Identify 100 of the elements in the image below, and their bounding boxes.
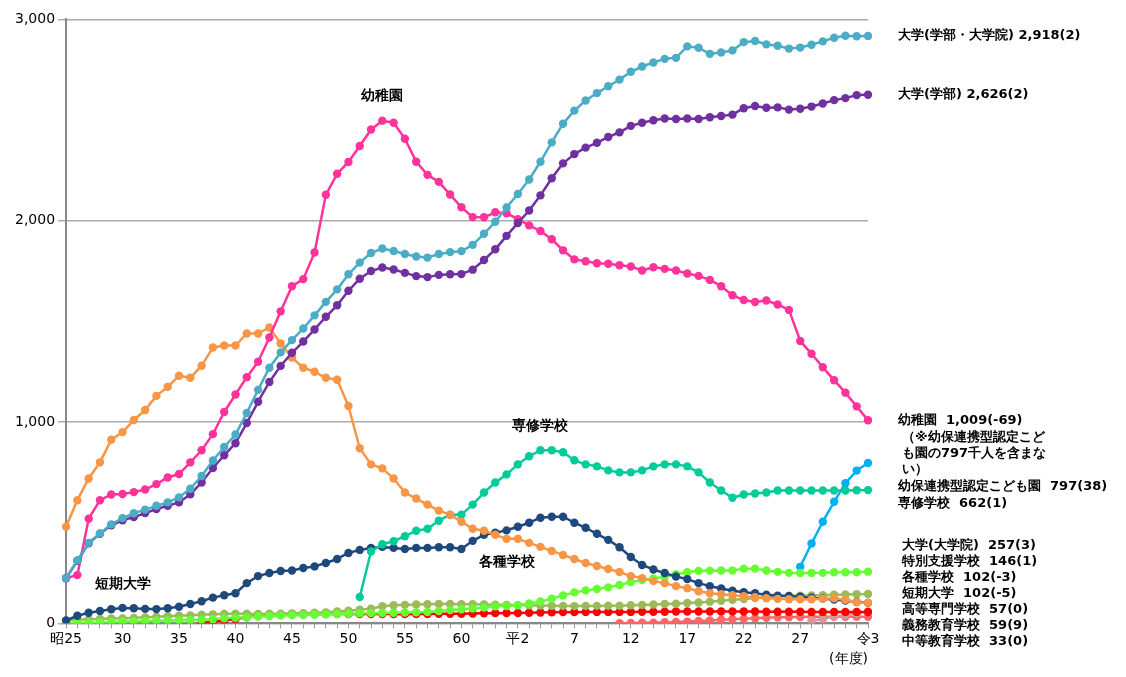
series-label: 各種学校 <box>477 553 536 570</box>
point <box>615 468 624 477</box>
y-tick-label: 1,000 <box>14 412 56 429</box>
text: 短期大学 102(-5) <box>901 584 1017 600</box>
text: 中等教育学校 33(0) <box>902 632 1029 648</box>
point <box>366 547 376 556</box>
point <box>491 478 500 487</box>
point <box>716 615 726 624</box>
x-tick-label: 60 <box>452 630 471 647</box>
annotation: 幼稚園 1,009(-69) <box>897 411 1023 427</box>
x-tick-label: 40 <box>226 630 245 647</box>
point <box>705 616 715 624</box>
point <box>739 607 748 616</box>
x-tick-label: 55 <box>396 630 414 647</box>
text: 義務教育学校 59(9) <box>901 616 1029 632</box>
point <box>592 462 602 471</box>
point <box>705 607 715 616</box>
point <box>739 614 748 623</box>
point <box>457 510 466 519</box>
annotation: 大学(学部) 2,626(2) <box>898 86 1029 102</box>
point <box>796 486 805 495</box>
point <box>728 493 737 502</box>
x-tick-label: 12 <box>621 630 640 647</box>
point <box>829 497 839 506</box>
point <box>852 466 861 475</box>
point <box>502 470 511 479</box>
point <box>863 458 873 468</box>
x-tick-label: 平2 <box>506 630 530 647</box>
point <box>716 607 726 616</box>
point <box>468 500 477 509</box>
point <box>524 608 534 617</box>
point <box>796 607 805 616</box>
x-tick-label: 7 <box>569 630 579 647</box>
point <box>728 614 737 624</box>
point <box>513 608 523 618</box>
point <box>479 488 489 497</box>
point <box>841 486 850 495</box>
point <box>829 486 839 495</box>
series-label: 専修学校 <box>511 416 570 433</box>
point <box>536 608 545 617</box>
text: （※幼保連携型認定こども園の797千人を含まない） <box>902 428 1047 476</box>
y-tick-label: 2,000 <box>14 211 56 228</box>
point <box>807 616 816 624</box>
text: 高等専門学校 57(0) <box>902 600 1029 616</box>
series-label: 幼稚園 <box>360 87 404 104</box>
point <box>660 617 669 624</box>
point <box>773 607 782 616</box>
text: 特別支援学校 146(1) <box>901 552 1038 568</box>
point <box>852 486 861 495</box>
annotation: 大学(学部・大学院) 2,918(2) <box>898 27 1081 43</box>
point <box>694 468 703 477</box>
point <box>581 460 590 469</box>
point <box>513 460 523 469</box>
point <box>671 607 681 616</box>
point <box>841 479 850 488</box>
point <box>694 607 703 616</box>
x-tick-label: 22 <box>734 630 753 647</box>
point <box>671 460 681 469</box>
point <box>570 456 579 465</box>
point <box>423 524 432 533</box>
y-tick-label: 3,000 <box>14 10 56 27</box>
point <box>547 446 556 455</box>
point <box>829 607 839 617</box>
point <box>818 486 828 495</box>
point <box>807 539 816 548</box>
point <box>536 446 545 455</box>
annotation: 幼保連携型認定こども園 797(38) <box>897 477 1108 493</box>
point <box>604 466 613 475</box>
point <box>784 607 794 616</box>
point <box>524 452 534 461</box>
point <box>502 608 511 618</box>
point <box>784 486 794 495</box>
point <box>671 617 681 624</box>
x-tick-label: 50 <box>339 630 358 647</box>
annotation: 専修学校 662(1) <box>897 494 1008 510</box>
point <box>626 468 636 477</box>
point <box>807 607 816 617</box>
x-tick-label: 30 <box>113 630 132 647</box>
point <box>863 485 873 495</box>
x-tick-label: 17 <box>678 630 697 647</box>
point <box>818 517 828 526</box>
x-tick-label: 令3 <box>856 630 880 647</box>
point <box>558 448 568 457</box>
point <box>762 488 771 497</box>
point <box>750 489 760 498</box>
point <box>400 532 410 541</box>
point <box>694 616 703 624</box>
x-tick-label: 45 <box>283 630 301 647</box>
text: 大学(大学院) 257(3) <box>902 536 1036 552</box>
point <box>705 478 715 487</box>
point <box>434 516 443 525</box>
point <box>739 490 748 499</box>
point <box>412 526 421 535</box>
point <box>807 486 816 495</box>
text: 各種学校 102(-3) <box>901 568 1017 584</box>
point <box>660 460 669 469</box>
point <box>716 486 726 495</box>
point <box>637 466 647 475</box>
point <box>355 592 364 602</box>
point <box>762 607 771 616</box>
